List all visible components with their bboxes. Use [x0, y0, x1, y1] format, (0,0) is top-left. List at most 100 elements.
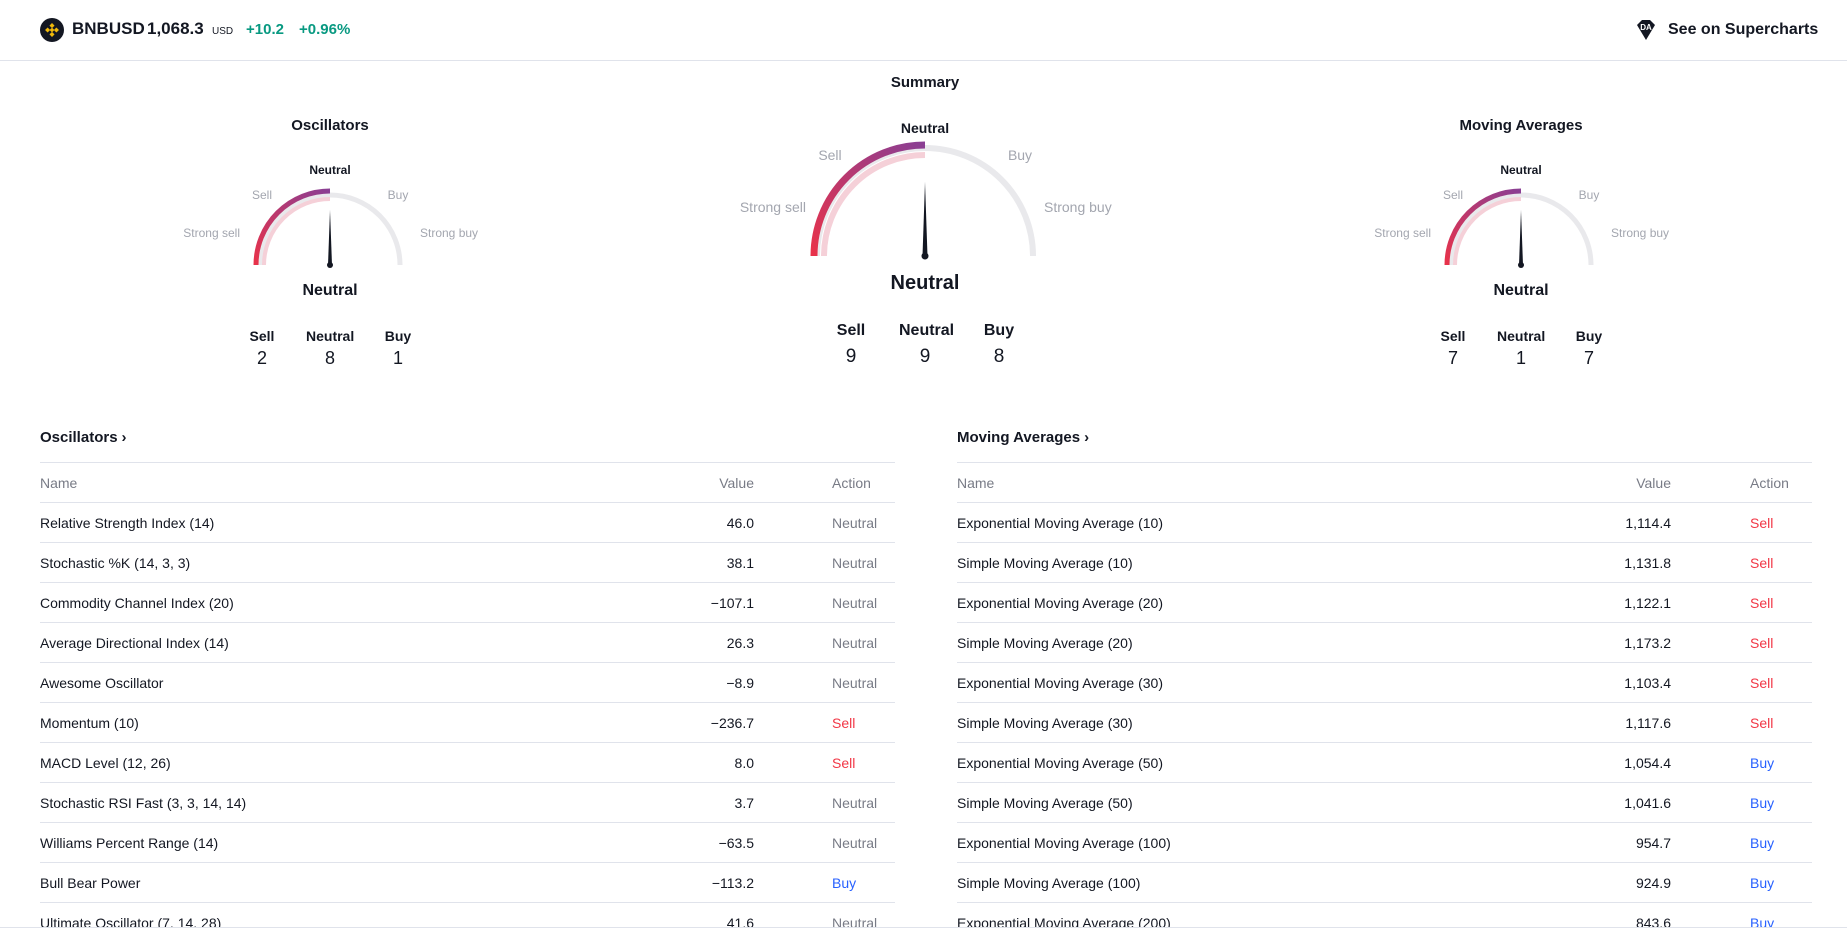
indicator-value: 924.9 [1635, 875, 1671, 891]
indicator-action: Neutral [832, 635, 878, 651]
moving-averages-section-link[interactable]: Moving Averages › [957, 429, 1089, 446]
indicator-name: Exponential Moving Average (20) [957, 595, 1163, 611]
indicator-action: Sell [1750, 555, 1774, 571]
table-row: Stochastic %K (14, 3, 3) 38.1 Neutral [40, 542, 895, 582]
sell-count: Sell 9 [825, 322, 877, 368]
indicator-name: Stochastic %K (14, 3, 3) [40, 555, 191, 571]
supercharts-icon: DA [1637, 20, 1655, 40]
indicator-name: Simple Moving Average (10) [957, 555, 1133, 571]
indicator-value: −236.7 [710, 715, 754, 731]
indicator-value: 38.1 [726, 555, 754, 571]
indicator-action: Buy [1750, 795, 1775, 811]
indicator-action: Sell [1750, 595, 1774, 611]
indicator-action: Neutral [832, 555, 878, 571]
indicator-value: 1,173.2 [1624, 635, 1671, 651]
oscillators-section-title: Oscillators [40, 429, 118, 446]
oscillators-gauge-title: Oscillators [291, 117, 369, 134]
price-currency: USD [212, 26, 234, 37]
price-change-percent: +0.96% [299, 21, 351, 38]
sell-count: Sell 2 [238, 328, 286, 369]
table-row: Ultimate Oscillator (7, 14, 28) 41.6 Neutr… [40, 902, 895, 928]
table-row: Relative Strength Index (14) 46.0 Neutral [40, 502, 895, 542]
indicator-action: Sell [1750, 715, 1774, 731]
neutral-count-label: Neutral [1497, 328, 1546, 344]
indicator-name: Awesome Oscillator [40, 675, 164, 691]
indicator-value: 8.0 [734, 755, 754, 771]
indicator-name: Exponential Moving Average (50) [957, 755, 1163, 771]
oscillators-counts: Sell 2 Neutral 8 Buy 1 [180, 328, 480, 369]
indicator-name: Average Directional Index (14) [40, 635, 229, 651]
indicator-value: −8.9 [726, 675, 754, 691]
gauge-track [1448, 192, 1594, 266]
sell-count-label: Sell [836, 322, 866, 339]
indicator-name: Exponential Moving Average (10) [957, 515, 1163, 531]
table-row: Williams Percent Range (14) −63.5 Neutral [40, 822, 895, 862]
moving-averages-gauge-title: Moving Averages [1459, 117, 1583, 134]
table-row: Simple Moving Average (50) 1,041.6 Buy [957, 782, 1812, 822]
indicator-name: Exponential Moving Average (100) [957, 835, 1171, 851]
summary-counts: Sell 9 Neutral 9 Buy 8 [775, 322, 1075, 368]
indicator-value: 843.6 [1635, 915, 1671, 928]
header-value: Value [719, 475, 754, 491]
neutral-count-value: 8 [324, 348, 335, 368]
last-price: 1,068.3 [147, 19, 204, 38]
chevron-right-icon: › [121, 429, 127, 446]
table-header: Name Value Action [40, 462, 895, 502]
table-row: MACD Level (12, 26) 8.0 Sell [40, 742, 895, 782]
gauge-needle-pivot [921, 252, 929, 260]
indicator-name: Exponential Moving Average (30) [957, 675, 1163, 691]
header-action: Action [832, 475, 871, 491]
buy-count-value: 1 [392, 348, 403, 368]
buy-count-label: Buy [983, 322, 1015, 339]
summary-gauge-title: Summary [890, 74, 960, 91]
indicator-value: 1,131.8 [1624, 555, 1671, 571]
buy-count-label: Buy [384, 328, 412, 344]
indicator-action: Neutral [832, 795, 878, 811]
table-row: Stochastic RSI Fast (3, 3, 14, 14) 3.7 Neu… [40, 782, 895, 822]
summary-gauge-status: Neutral [890, 272, 960, 294]
header-name: Name [957, 475, 995, 491]
indicator-value: 46.0 [726, 515, 754, 531]
table-row: Simple Moving Average (10) 1,131.8 Sell [957, 542, 1812, 582]
table-row: Exponential Moving Average (50) 1,054.4 Bu… [957, 742, 1812, 782]
indicator-name: MACD Level (12, 26) [40, 755, 171, 771]
indicator-action: Neutral [832, 915, 878, 928]
sell-count: Sell 7 [1429, 328, 1477, 369]
buy-count: Buy 7 [1565, 328, 1613, 369]
symbol-header: BNBUSD 1,068.3 USD +10.2 +0.96% DA See o… [0, 0, 1847, 61]
gauge-label-neutral: Neutral [901, 120, 949, 136]
table-row: Simple Moving Average (100) 924.9 Buy [957, 862, 1812, 902]
table-row: Momentum (10) −236.7 Sell [40, 702, 895, 742]
gauge-inner-fill [262, 197, 331, 266]
indicator-value: 1,114.4 [1625, 515, 1671, 531]
gauge-label-neutral: Neutral [1500, 163, 1541, 177]
gauge-label-buy: Buy [1579, 188, 1600, 202]
indicator-action: Buy [1750, 915, 1775, 928]
see-on-supercharts-link[interactable]: DA See on Supercharts [1632, 16, 1818, 44]
oscillators-section-link[interactable]: Oscillators › [40, 429, 127, 446]
buy-count: Buy 1 [374, 328, 422, 369]
indicator-name: Stochastic RSI Fast (3, 3, 14, 14) [40, 795, 247, 811]
indicator-action: Sell [1750, 635, 1774, 651]
gauge-needle [922, 182, 928, 256]
indicator-action: Sell [1750, 515, 1774, 531]
gauge-track [257, 192, 403, 266]
gauge-label-sell: Sell [818, 147, 841, 163]
indicator-action: Neutral [832, 835, 878, 851]
neutral-count-label: Neutral [899, 322, 955, 339]
indicator-value: 1,054.4 [1624, 755, 1671, 771]
gauge-needle [1519, 210, 1523, 265]
neutral-count: Neutral 1 [1497, 328, 1545, 369]
oscillators-gauge-status: Neutral [302, 282, 358, 299]
indicator-name: Simple Moving Average (50) [957, 795, 1133, 811]
moving-averages-gauge-status: Neutral [1493, 282, 1549, 299]
indicator-action: Neutral [832, 515, 878, 531]
indicator-value: −113.2 [711, 875, 754, 891]
indicator-value: −107.1 [710, 595, 754, 611]
moving-averages-counts: Sell 7 Neutral 1 Buy 7 [1371, 328, 1671, 369]
neutral-count: Neutral 8 [306, 328, 354, 369]
table-row: Average Directional Index (14) 26.3 Neutra… [40, 622, 895, 662]
gauge-needle-pivot [327, 262, 333, 268]
bnb-logo-icon [40, 18, 64, 42]
table-header: Name Value Action [957, 462, 1812, 502]
